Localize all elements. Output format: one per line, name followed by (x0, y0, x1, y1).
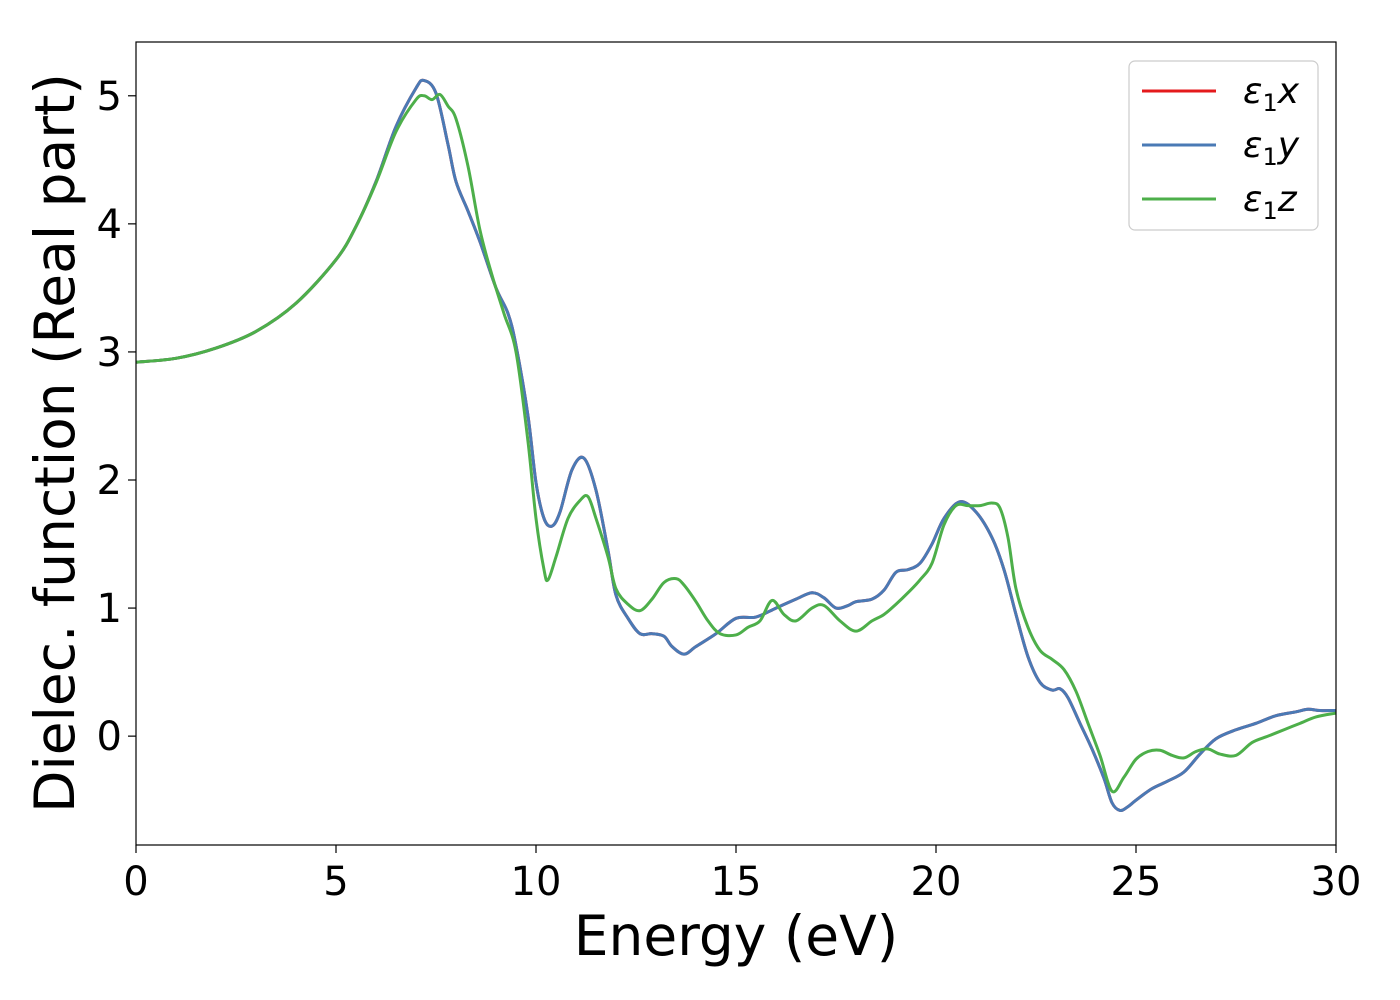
x-tick-label: 20 (911, 859, 962, 905)
y-tick-label: 4 (97, 202, 122, 248)
y-tick-label: 0 (97, 714, 122, 760)
legend-label-y: ε1y (1243, 125, 1300, 171)
x-axis-label: Energy (eV) (574, 904, 898, 968)
x-tick-label: 0 (123, 859, 148, 905)
x-tick-label: 15 (711, 859, 762, 905)
y-tick-label: 1 (97, 586, 122, 632)
y-tick-label: 2 (97, 458, 122, 504)
y-tick-label: 3 (97, 330, 122, 376)
legend: ε1x ε1y ε1z (1128, 60, 1319, 231)
legend-label-z: ε1z (1243, 179, 1298, 225)
legend-label-x: ε1x (1243, 71, 1300, 117)
y-axis-ticks: 0 1 2 3 4 5 (97, 74, 136, 760)
legend-box (1128, 60, 1319, 231)
x-tick-label: 5 (323, 859, 348, 905)
series-line-y (136, 78, 1336, 813)
x-axis-ticks: 0 5 10 15 20 25 30 (123, 845, 1361, 905)
series-line-z (136, 92, 1336, 794)
series-lines (136, 78, 1336, 813)
y-tick-label: 5 (97, 74, 122, 120)
x-tick-label: 10 (511, 859, 562, 905)
x-tick-label: 30 (1311, 859, 1362, 905)
y-axis-label: Dielec. function (Real part) (23, 73, 87, 813)
x-tick-label: 25 (1111, 859, 1162, 905)
